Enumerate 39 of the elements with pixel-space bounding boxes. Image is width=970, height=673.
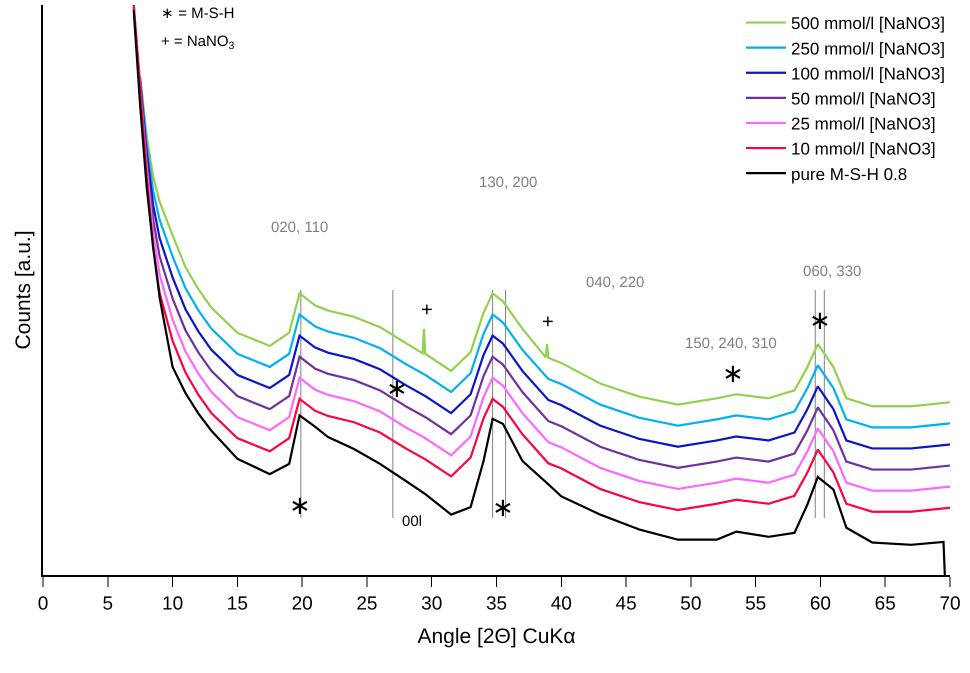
x-tick-label: 55 <box>745 594 766 615</box>
annotation: 060, 330 <box>803 263 862 280</box>
annotation: ∗ <box>386 373 408 403</box>
annotation: 130, 200 <box>479 174 538 191</box>
legend-label: 100 mmol/l [NaNO3] <box>791 64 945 84</box>
x-tick-label: 10 <box>162 594 184 615</box>
x-tick-label: 30 <box>421 594 442 615</box>
annotation: ∗ <box>809 305 831 335</box>
annotation: ∗ <box>722 358 744 388</box>
x-tick-label: 20 <box>292 594 313 615</box>
annotation: 150, 240, 310 <box>685 335 777 352</box>
legend-label: 10 mmol/l [NaNO3] <box>791 140 936 159</box>
legend-label: 50 mmol/l [NaNO3] <box>791 89 936 108</box>
x-tick-label: 45 <box>616 594 637 615</box>
annotation: ∗ = M-S-H <box>161 5 234 22</box>
x-tick-label: 0 <box>38 594 48 615</box>
legend-label: 250 mmol/l [NaNO3] <box>791 39 945 58</box>
annotation: + <box>542 311 554 333</box>
annotation: + <box>421 299 433 321</box>
x-tick-label: 65 <box>874 594 896 615</box>
legend-label: pure M-S-H 0.8 <box>791 164 908 184</box>
annotation: 040, 220 <box>586 274 644 291</box>
x-tick-label: 60 <box>810 594 831 615</box>
x-tick-label: 40 <box>550 594 572 615</box>
annotation: + = NaNO$_{3}$ <box>161 33 235 52</box>
x-tick-label: 35 <box>486 594 508 615</box>
x-tick-label: 5 <box>102 594 114 615</box>
annotation: ∗ <box>492 492 514 522</box>
annotation: 00l <box>402 513 422 530</box>
x-axis-title: Angle [2Θ] CuKα <box>417 625 576 648</box>
x-tick-label: 50 <box>680 594 702 615</box>
annotation: 020, 110 <box>271 219 328 236</box>
legend-label: 25 mmol/l [NaNO3] <box>791 114 936 134</box>
annotation: ∗ <box>289 490 311 520</box>
x-tick-label: 70 <box>939 594 961 615</box>
y-axis-title: Counts [a.u.] <box>12 230 35 350</box>
x-tick-label: 25 <box>356 594 378 615</box>
legend-label: 500 mmol/l [NaNO3] <box>791 14 945 34</box>
x-tick-label: 15 <box>226 594 248 615</box>
